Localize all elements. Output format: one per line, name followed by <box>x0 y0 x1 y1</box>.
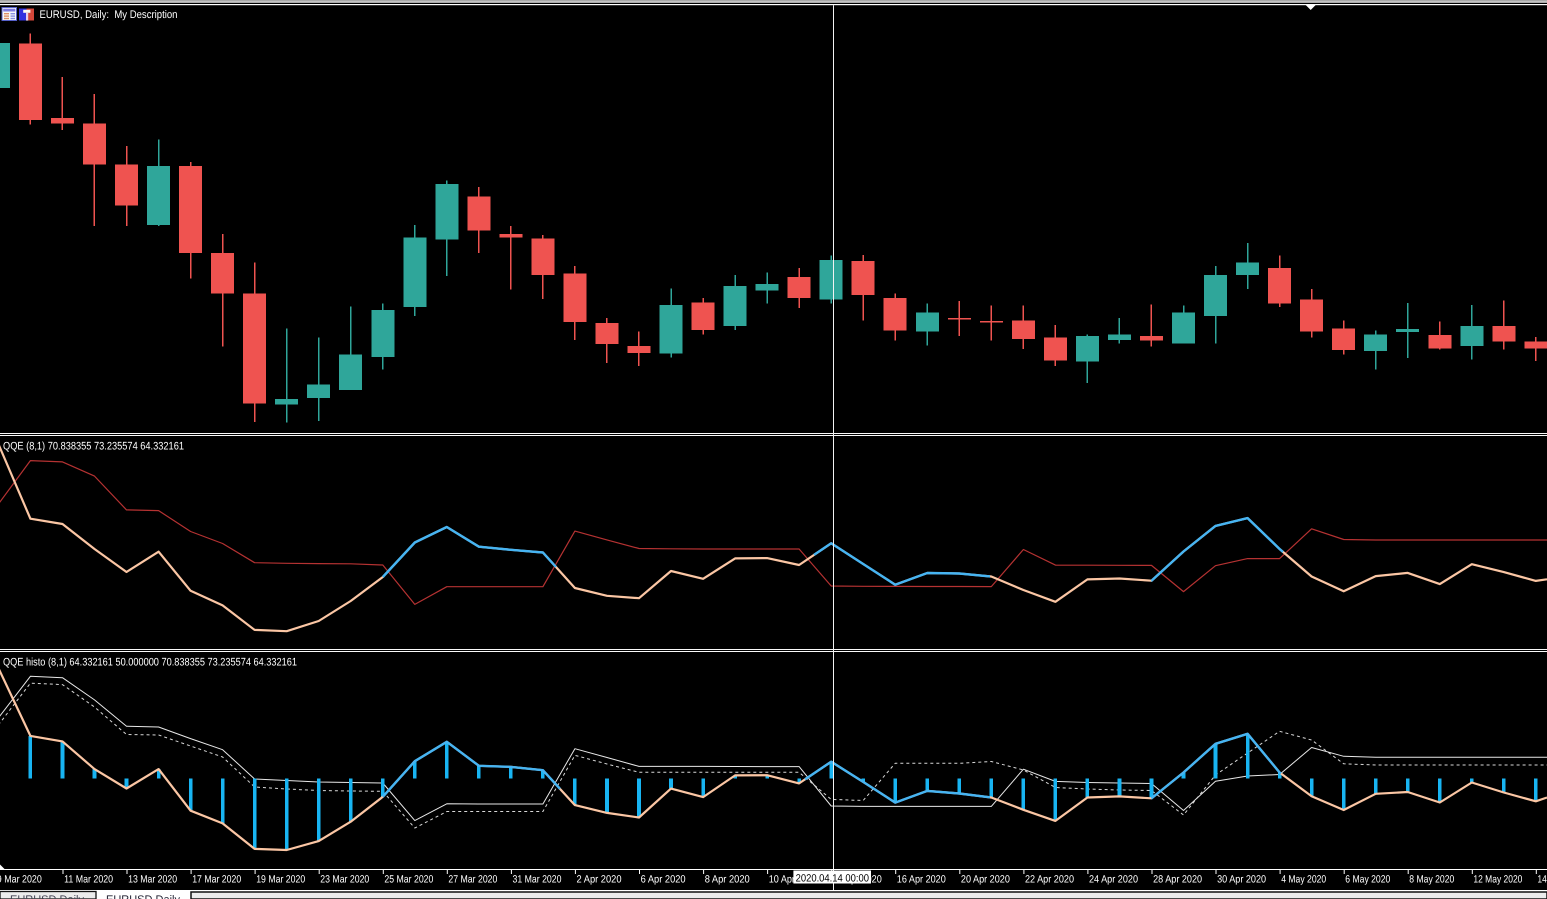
svg-text:16 Apr 2020: 16 Apr 2020 <box>897 874 946 886</box>
svg-text:30 Apr 2020: 30 Apr 2020 <box>1217 874 1266 886</box>
svg-text:EURUSD,Daily: EURUSD,Daily <box>106 894 180 899</box>
svg-text:6 May 2020: 6 May 2020 <box>1345 874 1390 886</box>
svg-text:24 Apr 2020: 24 Apr 2020 <box>1089 874 1138 886</box>
svg-text:19 Mar 2020: 19 Mar 2020 <box>256 874 305 886</box>
svg-text:28 Apr 2020: 28 Apr 2020 <box>1153 874 1202 886</box>
svg-text:31 Mar 2020: 31 Mar 2020 <box>513 874 562 886</box>
svg-text:13 Mar 2020: 13 Mar 2020 <box>128 874 177 886</box>
svg-text:QQE (8,1) 70.838355 73.235574: QQE (8,1) 70.838355 73.235574 64.332161 <box>3 441 184 453</box>
svg-text:25 Mar 2020: 25 Mar 2020 <box>384 874 433 886</box>
svg-text:EURUSD,Daily: EURUSD,Daily <box>10 894 84 899</box>
svg-text:11 Mar 2020: 11 Mar 2020 <box>64 874 113 886</box>
svg-text:2020.04.14 00:00: 2020.04.14 00:00 <box>796 873 870 885</box>
svg-text:9 Mar 2020: 9 Mar 2020 <box>0 874 42 886</box>
svg-text:27 Mar 2020: 27 Mar 2020 <box>448 874 497 886</box>
svg-text:8 May 2020: 8 May 2020 <box>1409 874 1454 886</box>
svg-text:22 Apr 2020: 22 Apr 2020 <box>1025 874 1074 886</box>
svg-text:8 Apr 2020: 8 Apr 2020 <box>705 874 750 886</box>
svg-text:14 May 2020: 14 May 2020 <box>1537 874 1547 886</box>
svg-text:QQE histo (8,1) 64.332161 50.0: QQE histo (8,1) 64.332161 50.000000 70.8… <box>3 657 297 669</box>
svg-text:23 Mar 2020: 23 Mar 2020 <box>320 874 369 886</box>
svg-text:EURUSD, Daily: My Description: EURUSD, Daily: My Description <box>40 9 178 21</box>
svg-text:17 Mar 2020: 17 Mar 2020 <box>192 874 241 886</box>
svg-text:2 Apr 2020: 2 Apr 2020 <box>577 874 622 886</box>
svg-text:4 May 2020: 4 May 2020 <box>1281 874 1326 886</box>
svg-text:6 Apr 2020: 6 Apr 2020 <box>641 874 686 886</box>
svg-text:12 May 2020: 12 May 2020 <box>1473 874 1522 886</box>
svg-text:20 Apr 2020: 20 Apr 2020 <box>961 874 1010 886</box>
